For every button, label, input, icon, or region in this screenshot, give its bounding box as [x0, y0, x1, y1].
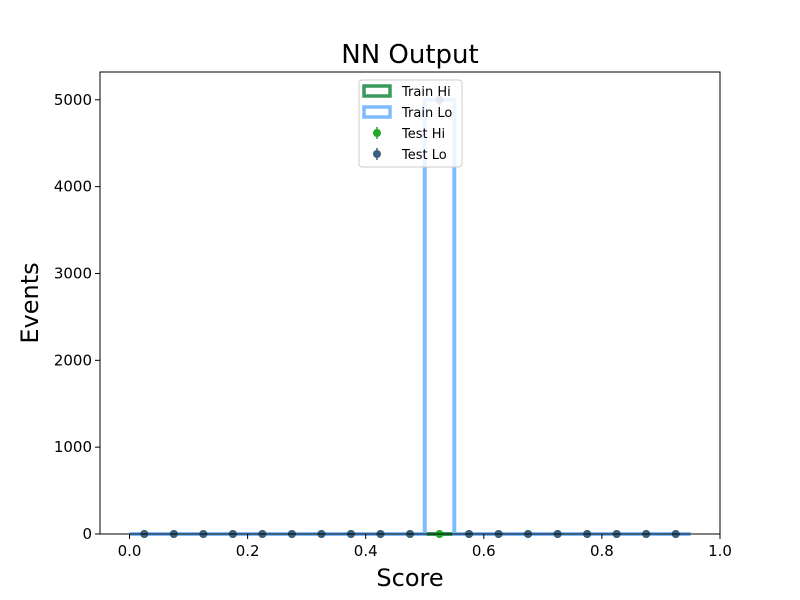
y-tick-label: 4000: [54, 178, 92, 196]
legend-label-train-hi: Train Hi: [401, 85, 451, 100]
legend-marker-test-lo: [373, 150, 381, 158]
y-axis-label: Events: [16, 262, 44, 343]
axis-ticks: 0.0 0.2 0.4 0.6 0.8 1.0 0 1000 2000 3000 4000 5000: [54, 91, 732, 560]
y-tick-label: 2000: [54, 351, 92, 369]
x-tick-label: 1.0: [708, 542, 732, 560]
y-tick-label: 5000: [54, 91, 92, 109]
x-tick-label: 0.2: [236, 542, 260, 560]
x-tick-label: 0.6: [472, 542, 496, 560]
x-tick-label: 0.8: [590, 542, 614, 560]
x-tick-label: 0.0: [118, 542, 142, 560]
y-tick-label: 3000: [54, 264, 92, 282]
legend-label-test-lo: Test Lo: [401, 148, 447, 163]
legend-box: [358, 79, 463, 168]
y-tick-label: 1000: [54, 438, 92, 456]
legend-swatch-train-lo: [362, 105, 392, 119]
legend-marker-test-hi: [373, 129, 381, 137]
chart-title: NN Output: [341, 40, 478, 70]
axes-frame: [99, 71, 721, 535]
x-tick-label: 0.4: [354, 542, 378, 560]
y-tick-label: 0: [82, 525, 92, 543]
legend-label-test-hi: Test Hi: [401, 127, 445, 142]
x-axis-label: Score: [376, 564, 443, 592]
legend: Train Hi Train Lo Test Hi Test Lo: [358, 79, 463, 168]
legend-swatch-train-hi: [362, 84, 392, 98]
legend-label-train-lo: Train Lo: [401, 106, 452, 121]
